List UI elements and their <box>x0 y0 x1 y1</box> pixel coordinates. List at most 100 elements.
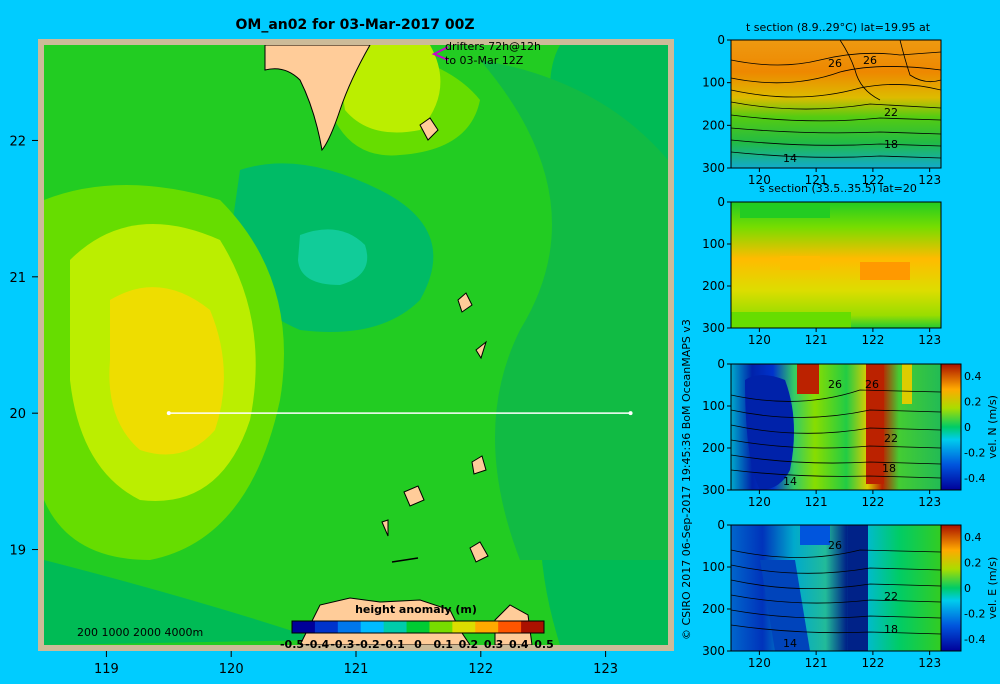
colorbar-tick-label: -0.1 <box>381 638 405 651</box>
land-babuyan-2 <box>403 485 425 507</box>
velocity-colorbar-tick-label: -0.4 <box>964 633 985 646</box>
panel-y-tick-label: 300 <box>702 321 725 335</box>
t-contour-label-5: 14 <box>783 152 797 165</box>
vel-e-panel: 26 22 18 14 <box>731 525 941 651</box>
panel-x-tick-label: 122 <box>861 173 884 187</box>
field-region-north-core <box>335 45 441 133</box>
land-taiwan-south <box>264 45 371 152</box>
field-region-anticyclone-core <box>109 287 224 455</box>
colorbar-swatch <box>452 621 476 633</box>
panel-x-tick-label: 120 <box>748 333 771 347</box>
panel-x-tick-label: 122 <box>861 656 884 670</box>
land-batanes-2 <box>475 340 487 360</box>
velocity-colorbar-tick-label: 0.4 <box>964 531 982 544</box>
velocity-colorbar-tick-label: -0.4 <box>964 472 985 485</box>
velocity-colorbar-tick-label: 0.2 <box>964 557 982 570</box>
panel-x-tick-label: 121 <box>805 333 828 347</box>
land-babuyan-5 <box>391 557 419 563</box>
panel-y-tick-label: 300 <box>702 483 725 497</box>
map-y-tick-label: 20 <box>9 407 26 422</box>
colorbar-tick-label: 0 <box>414 638 422 651</box>
t-contour-label-1: 26 <box>828 57 842 70</box>
panel-x-tick-label: 123 <box>918 173 941 187</box>
credit-text: © CSIRO 2017 06-Sep-2017 19:45:36 BoM Oc… <box>680 319 693 640</box>
map-x-tick-label: 119 <box>94 662 119 677</box>
colorbar-swatch <box>521 621 545 633</box>
colorbar-swatch <box>360 621 385 633</box>
colorbar-tick-label: 0.2 <box>459 638 479 651</box>
panel-y-tick-label: 200 <box>702 602 725 616</box>
t-contour-label-3: 22 <box>884 106 898 119</box>
panel-y-tick-label: 100 <box>702 560 725 574</box>
panel-y-tick-label: 300 <box>702 644 725 658</box>
drifters-label-1: drifters 72h@12h <box>445 40 541 53</box>
section-panel-ticks: 120 121 122 123 0 100 200 300 120 121 122 123 0 100 20… <box>702 33 942 670</box>
panel-x-tick-label: 122 <box>861 495 884 509</box>
field-region-southwest <box>44 560 320 645</box>
height-anomaly-colorbar: -0.5 -0.4 -0.3 -0.2 -0.1 0 0.1 0.2 0.3 0.4 0.5 <box>280 620 554 651</box>
land-babuyan-4 <box>469 541 489 563</box>
map-y-ticks: 19 20 21 22 <box>9 134 38 559</box>
map-x-tick-label: 121 <box>344 662 369 677</box>
panel-y-tick-label: 0 <box>717 357 725 371</box>
panel-y-tick-label: 100 <box>702 76 725 90</box>
panel-y-tick-label: 0 <box>717 195 725 209</box>
velocity-colorbar-tick-label: -0.2 <box>964 608 985 621</box>
section-panel-frame <box>730 201 942 329</box>
land-babuyan-3 <box>381 519 389 537</box>
s-section-title: s section (33.5..35.5) lat=20 <box>759 182 917 195</box>
vel-n-panel: 26 26 22 18 14 <box>731 364 941 490</box>
panel-y-tick-label: 200 <box>702 441 725 455</box>
map-x-tick-label: 120 <box>219 662 244 677</box>
sea-surface-field <box>44 45 668 645</box>
n-contour-label-3: 22 <box>884 432 898 445</box>
colorbar-label: height anomaly (m) <box>355 603 477 616</box>
map-y-tick-label: 21 <box>9 271 26 286</box>
colorbar-tick-label: 0.4 <box>509 638 529 651</box>
e-contour-label-4: 14 <box>783 637 797 650</box>
land-batanes-1 <box>457 292 473 313</box>
velocity-colorbar-tick-label: 0 <box>964 582 971 595</box>
colorbar-frame <box>291 620 545 634</box>
colorbar-tick-label: 0.3 <box>484 638 504 651</box>
map-y-tick-label: 19 <box>9 544 26 559</box>
colorbar-tick-label: 0.5 <box>534 638 554 651</box>
colorbar-swatch <box>475 621 499 633</box>
panel-y-tick-label: 100 <box>702 399 725 413</box>
e-contour-label-1: 26 <box>828 539 842 552</box>
colorbar-tick-label: 0.1 <box>433 638 453 651</box>
section-line-end <box>628 411 633 416</box>
panel-x-tick-label: 122 <box>861 333 884 347</box>
colorbar-tick-label: -0.2 <box>356 638 380 651</box>
n-contour-label-1: 26 <box>828 378 842 391</box>
panel-x-tick-label: 120 <box>748 173 771 187</box>
panel-x-tick-label: 120 <box>748 656 771 670</box>
velocity-colorbar-tick-label: 0 <box>964 421 971 434</box>
velocity-colorbar <box>940 524 962 652</box>
velocity-colorbar-tick-label: 0.4 <box>964 370 982 383</box>
e-contour-label-3: 18 <box>884 623 898 636</box>
panel-x-tick-label: 123 <box>918 495 941 509</box>
t-contour-label-2: 26 <box>863 54 877 67</box>
map-x-tick-label: 123 <box>593 662 618 677</box>
drifter-arrow-icon <box>431 46 449 61</box>
colorbar-swatch <box>383 621 408 633</box>
field-region-east <box>480 60 668 560</box>
panel-y-tick-label: 200 <box>702 118 725 132</box>
t-contour-label-4: 18 <box>884 138 898 151</box>
colorbar-swatch <box>292 621 316 633</box>
panel-y-tick-label: 0 <box>717 518 725 532</box>
velocity-colorbar-tick-label: 0.2 <box>964 396 982 409</box>
n-contour-label-5: 14 <box>783 475 797 488</box>
e-contour-label-2: 22 <box>884 590 898 603</box>
panel-x-tick-label: 120 <box>748 495 771 509</box>
section-panel-frame <box>730 39 942 169</box>
field-region-cyclonic-core <box>298 229 368 285</box>
panel-y-tick-label: 0 <box>717 33 725 47</box>
velocity-colorbar-tick-label: -0.2 <box>964 447 985 460</box>
panel-x-tick-label: 121 <box>805 495 828 509</box>
section-line-start <box>166 411 171 416</box>
colorbar-tick-label: -0.3 <box>330 638 354 651</box>
